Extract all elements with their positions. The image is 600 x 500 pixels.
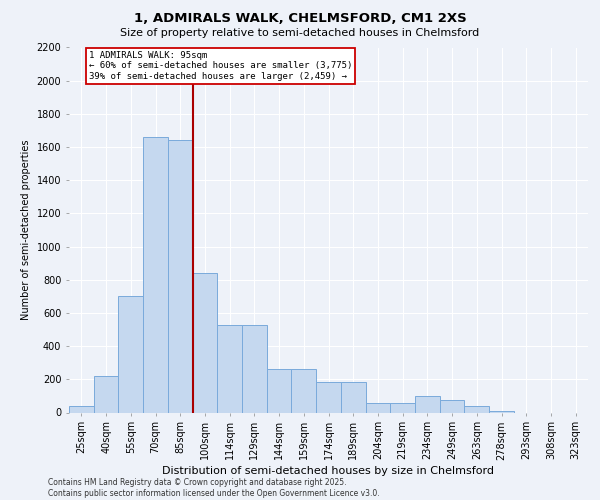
Text: 1, ADMIRALS WALK, CHELMSFORD, CM1 2XS: 1, ADMIRALS WALK, CHELMSFORD, CM1 2XS [134,12,466,26]
Bar [341,382,365,412]
Bar [217,324,242,412]
Bar [168,140,193,412]
Bar [242,324,267,412]
Bar [118,296,143,412]
Bar [267,370,292,412]
Y-axis label: Number of semi-detached properties: Number of semi-detached properties [21,140,31,320]
Bar [69,406,94,412]
Bar [464,406,489,412]
X-axis label: Distribution of semi-detached houses by size in Chelmsford: Distribution of semi-detached houses by … [163,466,494,476]
Bar [390,404,415,412]
Bar [193,273,217,412]
Text: Contains HM Land Registry data © Crown copyright and database right 2025.
Contai: Contains HM Land Registry data © Crown c… [48,478,380,498]
Bar [94,376,118,412]
Bar [143,137,168,412]
Text: 1 ADMIRALS WALK: 95sqm
← 60% of semi-detached houses are smaller (3,775)
39% of : 1 ADMIRALS WALK: 95sqm ← 60% of semi-det… [89,51,352,80]
Bar [440,400,464,412]
Bar [292,370,316,412]
Bar [489,411,514,412]
Bar [365,404,390,412]
Text: Size of property relative to semi-detached houses in Chelmsford: Size of property relative to semi-detach… [121,28,479,38]
Bar [316,382,341,412]
Bar [415,396,440,412]
